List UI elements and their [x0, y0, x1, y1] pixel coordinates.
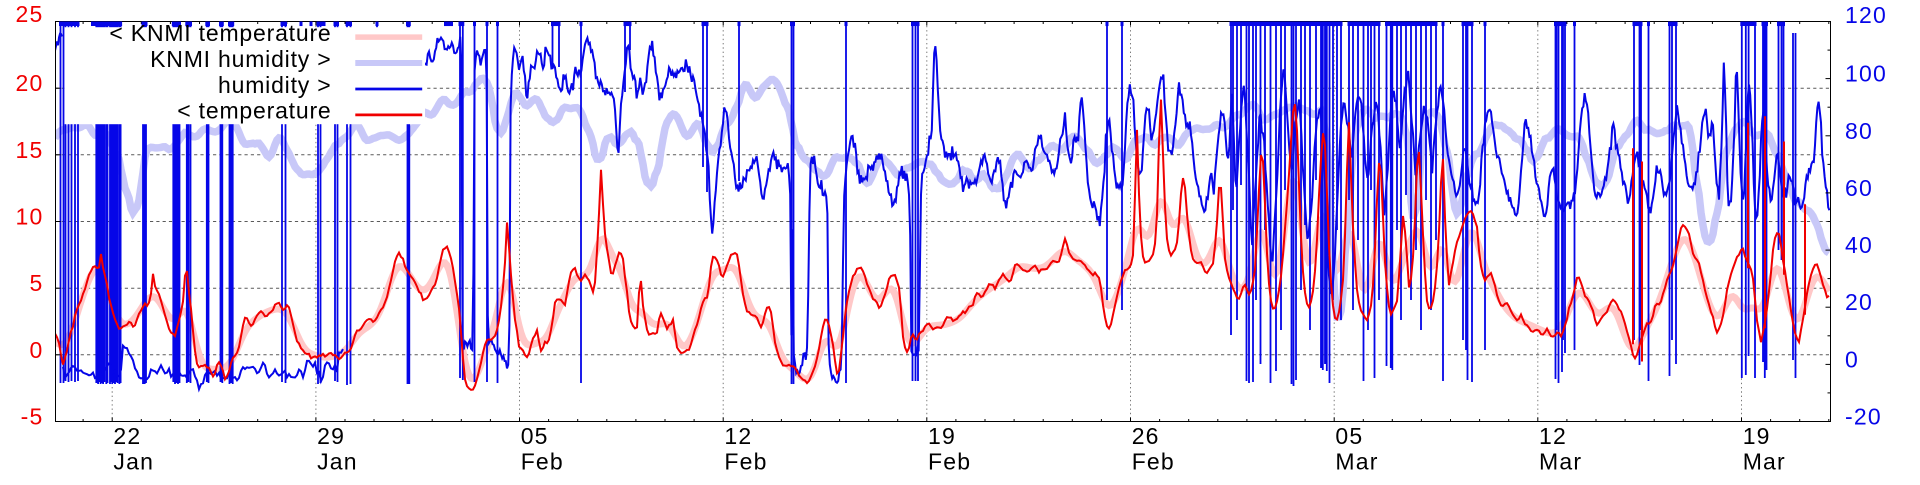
- svg-text:Mar: Mar: [1743, 449, 1786, 475]
- svg-text:80: 80: [1845, 118, 1873, 144]
- svg-text:Jan: Jan: [317, 449, 358, 475]
- svg-text:05: 05: [1335, 423, 1363, 449]
- svg-text:100: 100: [1845, 61, 1887, 87]
- svg-text:19: 19: [1743, 423, 1771, 449]
- svg-text:Feb: Feb: [521, 449, 564, 475]
- svg-text:12: 12: [1539, 423, 1567, 449]
- svg-text:05: 05: [521, 423, 549, 449]
- svg-text:20: 20: [1845, 289, 1873, 315]
- svg-text:0: 0: [30, 337, 44, 363]
- svg-text:humidity >: humidity >: [218, 72, 331, 98]
- svg-text:26: 26: [1132, 423, 1160, 449]
- svg-text:Feb: Feb: [1132, 449, 1175, 475]
- svg-text:19: 19: [928, 423, 956, 449]
- svg-text:Feb: Feb: [928, 449, 971, 475]
- svg-text:Mar: Mar: [1335, 449, 1378, 475]
- svg-text:-5: -5: [21, 404, 44, 430]
- svg-text:10: 10: [16, 204, 44, 230]
- svg-text:22: 22: [113, 423, 141, 449]
- svg-text:Mar: Mar: [1539, 449, 1582, 475]
- svg-text:12: 12: [724, 423, 752, 449]
- svg-text:15: 15: [16, 137, 44, 163]
- svg-text:0: 0: [1845, 346, 1859, 372]
- svg-text:120: 120: [1845, 2, 1887, 28]
- svg-text:5: 5: [30, 270, 44, 296]
- svg-text:40: 40: [1845, 232, 1873, 258]
- svg-text:20: 20: [16, 70, 44, 96]
- svg-text:29: 29: [317, 423, 345, 449]
- svg-text:KNMI humidity >: KNMI humidity >: [150, 46, 331, 72]
- svg-text:< temperature: < temperature: [177, 98, 331, 124]
- svg-text:-20: -20: [1845, 404, 1882, 430]
- svg-text:Jan: Jan: [113, 449, 154, 475]
- svg-text:60: 60: [1845, 175, 1873, 201]
- svg-text:< KNMI temperature: < KNMI temperature: [109, 20, 331, 46]
- svg-text:Feb: Feb: [724, 449, 767, 475]
- svg-text:25: 25: [16, 1, 44, 27]
